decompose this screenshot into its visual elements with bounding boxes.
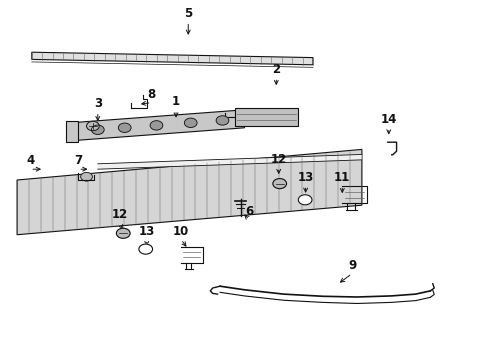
Text: 2: 2 — [272, 63, 280, 76]
Circle shape — [272, 179, 286, 189]
Text: 3: 3 — [94, 97, 102, 110]
Text: 9: 9 — [347, 259, 355, 272]
Polygon shape — [32, 52, 312, 65]
Polygon shape — [76, 110, 244, 140]
Text: 13: 13 — [138, 225, 155, 238]
Circle shape — [298, 195, 311, 205]
Circle shape — [91, 125, 104, 134]
Polygon shape — [17, 149, 361, 235]
Text: 6: 6 — [245, 205, 253, 218]
Polygon shape — [98, 154, 361, 169]
Circle shape — [216, 116, 228, 125]
Text: 1: 1 — [172, 95, 180, 108]
Text: 14: 14 — [380, 113, 396, 126]
Text: 8: 8 — [147, 88, 155, 101]
Text: 4: 4 — [26, 154, 34, 167]
Circle shape — [116, 228, 130, 238]
Circle shape — [86, 121, 99, 131]
Circle shape — [150, 121, 163, 130]
Text: 13: 13 — [297, 171, 313, 184]
Text: 7: 7 — [74, 154, 82, 167]
Circle shape — [139, 244, 152, 254]
Polygon shape — [66, 121, 78, 142]
Circle shape — [81, 172, 92, 181]
Circle shape — [118, 123, 131, 132]
Circle shape — [184, 118, 197, 127]
FancyBboxPatch shape — [234, 108, 298, 126]
Text: 12: 12 — [270, 153, 286, 166]
Text: 12: 12 — [111, 208, 128, 221]
Text: 10: 10 — [172, 225, 189, 238]
Text: 11: 11 — [333, 171, 350, 184]
Text: 5: 5 — [184, 7, 192, 20]
